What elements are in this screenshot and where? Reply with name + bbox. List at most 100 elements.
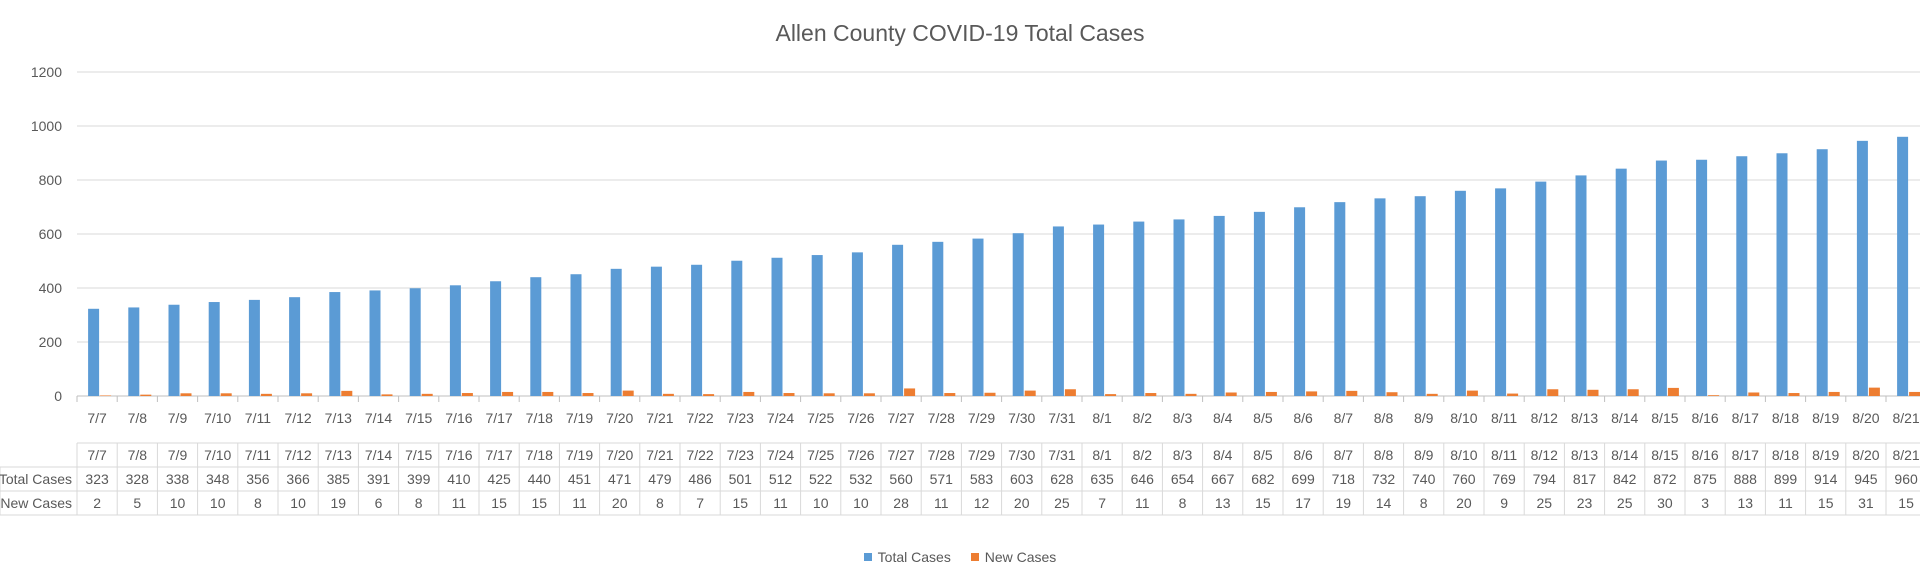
- bar-new-cases: [1024, 390, 1036, 396]
- x-tick-label: 8/14: [1611, 410, 1638, 426]
- x-tick-label: 8/4: [1213, 410, 1233, 426]
- bar-total-cases: [1495, 188, 1507, 396]
- bar-new-cases: [140, 394, 152, 396]
- table-cell-new: 10: [210, 495, 226, 511]
- bar-total-cases: [530, 277, 542, 396]
- x-tick-label: 7/21: [646, 410, 673, 426]
- table-cell-total: 356: [246, 471, 270, 487]
- table-cell-total: 328: [126, 471, 150, 487]
- bar-total-cases: [851, 252, 863, 396]
- x-tick-label: 7/7: [87, 410, 107, 426]
- table-cell-total: 366: [286, 471, 310, 487]
- table-cell-total: 571: [930, 471, 954, 487]
- table-cell-total: 646: [1131, 471, 1155, 487]
- bar-total-cases: [208, 302, 220, 396]
- table-header-cell: 8/21: [1892, 447, 1919, 463]
- x-tick-label: 8/11: [1491, 410, 1517, 426]
- table-header-cell: 8/18: [1772, 447, 1799, 463]
- bar-total-cases: [731, 260, 743, 396]
- bar-total-cases: [570, 274, 582, 396]
- table-cell-new: 17: [1295, 495, 1311, 511]
- bar-total-cases: [1093, 224, 1105, 396]
- table-cell-total: 440: [528, 471, 552, 487]
- bar-total-cases: [1816, 149, 1828, 396]
- bar-total-cases: [1696, 159, 1708, 396]
- table-cell-new: 23: [1577, 495, 1593, 511]
- bar-new-cases: [1708, 395, 1720, 396]
- table-cell-new: 8: [254, 495, 262, 511]
- table-cell-new: 11: [452, 495, 467, 511]
- x-tick-label: 8/5: [1253, 410, 1273, 426]
- x-tick-label: 8/17: [1732, 410, 1759, 426]
- table-header-cell: 7/27: [887, 447, 914, 463]
- x-tick-label: 7/15: [405, 410, 432, 426]
- table-cell-new: 13: [1215, 495, 1231, 511]
- y-tick-label: 200: [39, 334, 63, 350]
- table-cell-new: 7: [696, 495, 704, 511]
- table-cell-new: 11: [1778, 495, 1793, 511]
- bar-total-cases: [972, 238, 984, 396]
- table-cell-total: 471: [608, 471, 632, 487]
- x-tick-label: 7/19: [566, 410, 593, 426]
- table-cell-total: 682: [1251, 471, 1275, 487]
- table-header-cell: 7/18: [526, 447, 553, 463]
- table-cell-total: 425: [487, 471, 511, 487]
- table-header-cell: 8/7: [1334, 447, 1354, 463]
- bar-total-cases: [1414, 196, 1426, 396]
- table-header-cell: 8/14: [1611, 447, 1638, 463]
- bar-total-cases: [650, 266, 662, 396]
- x-tick-label: 7/20: [606, 410, 633, 426]
- table-cell-total: 945: [1854, 471, 1878, 487]
- table-header-cell: 8/19: [1812, 447, 1839, 463]
- table-cell-new: 20: [1014, 495, 1030, 511]
- table-cell-new: 15: [1898, 495, 1914, 511]
- table-cell-total: 560: [889, 471, 913, 487]
- table-cell-new: 10: [290, 495, 306, 511]
- x-tick-label: 7/29: [968, 410, 995, 426]
- bar-total-cases: [1575, 175, 1587, 396]
- table-header-cell: 7/17: [485, 447, 512, 463]
- bar-total-cases: [1374, 198, 1386, 396]
- x-tick-label: 8/16: [1691, 410, 1718, 426]
- bar-new-cases: [984, 392, 996, 396]
- table-cell-new: 15: [1255, 495, 1271, 511]
- table-cell-total: 699: [1291, 471, 1315, 487]
- x-tick-label: 7/27: [887, 410, 914, 426]
- bar-new-cases: [783, 393, 795, 396]
- x-tick-label: 8/3: [1173, 410, 1193, 426]
- x-tick-label: 7/10: [204, 410, 231, 426]
- table-header-cell: 8/16: [1691, 447, 1718, 463]
- table-header-cell: 7/29: [968, 447, 995, 463]
- table-cell-total: 512: [769, 471, 793, 487]
- table-cell-new: 8: [1179, 495, 1187, 511]
- bar-total-cases: [1736, 156, 1748, 396]
- table-cell-total: 486: [688, 471, 712, 487]
- table-header-cell: 7/20: [606, 447, 633, 463]
- bar-new-cases: [582, 393, 594, 396]
- bar-total-cases: [289, 297, 301, 396]
- x-tick-label: 7/23: [727, 410, 754, 426]
- y-tick-label: 600: [39, 226, 63, 242]
- table-cell-total: 323: [85, 471, 109, 487]
- bar-total-cases: [932, 241, 944, 396]
- table-header-cell: 8/11: [1491, 447, 1517, 463]
- bar-total-cases: [1253, 211, 1265, 396]
- table-header-cell: 8/1: [1092, 447, 1112, 463]
- table-cell-new: 11: [1135, 495, 1150, 511]
- bar-new-cases: [1466, 390, 1478, 396]
- table-cell-new: 9: [1500, 495, 1508, 511]
- table-header-cell: 8/20: [1852, 447, 1879, 463]
- legend-label-total: Total Cases: [877, 549, 951, 565]
- bar-total-cases: [691, 264, 703, 396]
- table-header-cell: 7/15: [405, 447, 432, 463]
- bar-total-cases: [1334, 202, 1346, 396]
- bar-total-cases: [409, 288, 421, 396]
- table-cell-total: 635: [1090, 471, 1114, 487]
- table-header-cell: 8/4: [1213, 447, 1233, 463]
- bar-new-cases: [100, 395, 112, 396]
- table-cell-new: 6: [375, 495, 383, 511]
- table-cell-new: 5: [133, 495, 141, 511]
- table-cell-new: 19: [331, 495, 347, 511]
- table-cell-total: 667: [1211, 471, 1235, 487]
